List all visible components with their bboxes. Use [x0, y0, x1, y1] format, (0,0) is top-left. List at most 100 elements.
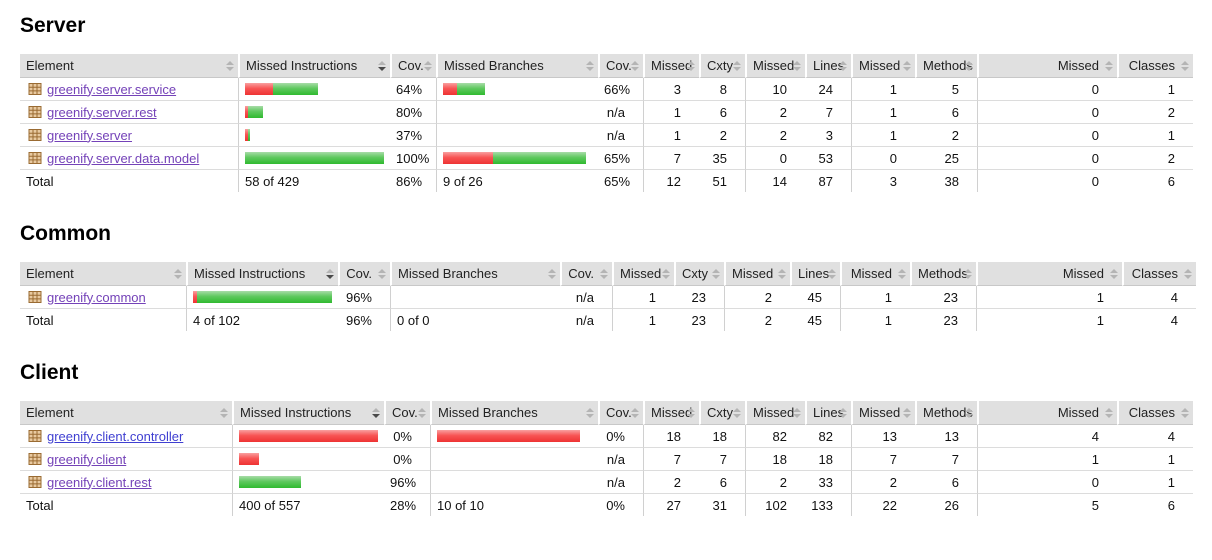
- total-instruction-coverage: 96%: [345, 312, 372, 328]
- missed-lines: 2: [745, 124, 805, 147]
- missed-methods: 13: [851, 425, 915, 448]
- column-header-missed-methods[interactable]: Missed: [840, 262, 910, 286]
- total-methods: 23: [943, 312, 958, 328]
- total-branch-coverage: 65%: [604, 173, 631, 189]
- missed-lines: 2: [724, 286, 790, 309]
- sort-icon: [631, 407, 639, 418]
- branch-coverage-bar: [443, 104, 592, 120]
- column-header-methods[interactable]: Methods: [910, 262, 976, 286]
- package-link[interactable]: greenify.server.rest: [47, 104, 157, 120]
- column-header-classes[interactable]: Classes: [1117, 54, 1193, 78]
- column-header-missed-classes[interactable]: Missed: [976, 262, 1122, 286]
- missed-cxty: 1: [643, 124, 699, 147]
- methods: 6: [915, 101, 977, 124]
- column-header-missed-instructions[interactable]: Missed Instructions: [232, 401, 384, 425]
- sort-icon: [793, 60, 801, 71]
- cxty: 23: [674, 286, 724, 309]
- table-row: greenify.common 96% n/a 1 23 2 45 1 23 1…: [20, 286, 1196, 309]
- column-header-cov-instructions[interactable]: Cov.: [390, 54, 436, 78]
- branch-coverage-percent: 0%: [598, 425, 643, 448]
- total-lines: 45: [807, 312, 822, 328]
- package-link[interactable]: greenify.server: [47, 127, 133, 143]
- sort-icon: [903, 60, 911, 71]
- column-header-missed-instructions[interactable]: Missed Instructions: [186, 262, 338, 286]
- missed-classes: 4: [977, 425, 1117, 448]
- column-header-missed-classes[interactable]: Missed: [977, 54, 1117, 78]
- column-header-missed-cxty[interactable]: Missed: [612, 262, 674, 286]
- sort-icon: [548, 268, 556, 279]
- column-header-missed-branches[interactable]: Missed Branches: [436, 54, 598, 78]
- missed-classes: 1: [977, 448, 1117, 471]
- total-missed-classes: 0: [977, 170, 1117, 192]
- column-header-cxty[interactable]: Cxty: [674, 262, 724, 286]
- package-link[interactable]: greenify.client.rest: [47, 474, 152, 490]
- total-missed-classes: 1: [976, 309, 1122, 331]
- cxty: 7: [699, 448, 745, 471]
- column-header-missed-instructions[interactable]: Missed Instructions: [238, 54, 390, 78]
- branch-coverage-bar: [397, 289, 554, 305]
- column-header-cov-branches[interactable]: Cov.: [598, 401, 643, 425]
- column-header-element[interactable]: Element: [20, 262, 186, 286]
- column-header-element[interactable]: Element: [20, 54, 238, 78]
- package-link[interactable]: greenify.client.controller: [47, 428, 184, 444]
- package-icon: [28, 475, 42, 489]
- package-link[interactable]: greenify.common: [47, 289, 146, 305]
- missed-classes: 0: [977, 147, 1117, 170]
- package-link[interactable]: greenify.server.service: [47, 81, 177, 97]
- column-header-cov-branches[interactable]: Cov.: [560, 262, 612, 286]
- column-header-methods[interactable]: Methods: [915, 54, 977, 78]
- lines: 45: [790, 286, 840, 309]
- cxty: 6: [699, 101, 745, 124]
- column-header-cxty[interactable]: Cxty: [699, 401, 745, 425]
- column-header-missed-cxty[interactable]: Missed: [643, 54, 699, 78]
- column-header-element[interactable]: Element: [20, 401, 232, 425]
- column-header-missed-branches[interactable]: Missed Branches: [390, 262, 560, 286]
- column-header-cov-instructions[interactable]: Cov.: [384, 401, 430, 425]
- column-header-missed-branches[interactable]: Missed Branches: [430, 401, 598, 425]
- sort-desc-icon: [372, 407, 380, 418]
- sort-icon: [378, 268, 386, 279]
- package-icon: [28, 82, 42, 96]
- cxty: 2: [699, 124, 745, 147]
- table-row: greenify.client.controller 0% 0% 18 18 8…: [20, 425, 1193, 448]
- column-header-missed-lines[interactable]: Missed: [745, 54, 805, 78]
- column-header-methods[interactable]: Methods: [915, 401, 977, 425]
- total-cxty: 51: [712, 173, 727, 189]
- methods: 5: [915, 78, 977, 101]
- total-missed-classes: 5: [977, 494, 1117, 516]
- branch-coverage-bar: [443, 127, 592, 143]
- column-header-lines[interactable]: Lines: [805, 54, 851, 78]
- sort-icon: [662, 268, 670, 279]
- missed-classes: 0: [977, 101, 1117, 124]
- classes: 2: [1117, 101, 1193, 124]
- column-header-lines[interactable]: Lines: [790, 262, 840, 286]
- column-header-missed-methods[interactable]: Missed: [851, 401, 915, 425]
- column-header-cov-branches[interactable]: Cov.: [598, 54, 643, 78]
- total-row: Total 4 of 102 96% 0 of 0 n/a 1 23 2 45 …: [20, 309, 1196, 331]
- sort-icon: [1110, 268, 1118, 279]
- column-header-classes[interactable]: Classes: [1122, 262, 1196, 286]
- column-header-classes[interactable]: Classes: [1117, 401, 1193, 425]
- column-header-lines[interactable]: Lines: [805, 401, 851, 425]
- package-link[interactable]: greenify.client: [47, 451, 127, 467]
- column-header-missed-cxty[interactable]: Missed: [643, 401, 699, 425]
- table-row: greenify.server 37% n/a 1 2 2 3 1 2 0 1: [20, 124, 1193, 147]
- missed-lines: 0: [745, 147, 805, 170]
- column-header-missed-methods[interactable]: Missed: [851, 54, 915, 78]
- package-link[interactable]: greenify.server.data.model: [47, 150, 200, 166]
- column-header-missed-classes[interactable]: Missed: [977, 401, 1117, 425]
- missed-methods: 1: [840, 286, 910, 309]
- package-icon: [28, 429, 42, 443]
- header-row: Element Missed Instructions Cov. Missed …: [20, 401, 1193, 425]
- column-header-cxty[interactable]: Cxty: [699, 54, 745, 78]
- column-header-missed-lines[interactable]: Missed: [724, 262, 790, 286]
- sort-icon: [226, 60, 234, 71]
- header-row: Element Missed Instructions Cov. Missed …: [20, 54, 1193, 78]
- methods: 7: [915, 448, 977, 471]
- missed-cxty: 1: [643, 101, 699, 124]
- instruction-coverage-bar: [245, 127, 384, 143]
- branch-coverage-bar: [437, 428, 592, 444]
- column-header-cov-instructions[interactable]: Cov.: [338, 262, 390, 286]
- column-header-missed-lines[interactable]: Missed: [745, 401, 805, 425]
- section-title-server: Server: [20, 14, 86, 37]
